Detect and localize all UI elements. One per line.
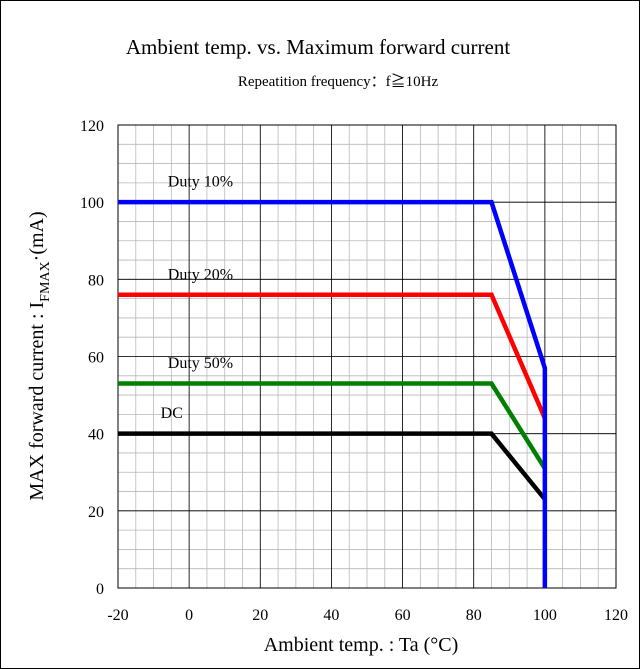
- series-label-dc: DC: [161, 405, 183, 422]
- series-line-duty-10: [118, 199, 548, 588]
- y-tick-label: 40: [88, 427, 104, 444]
- series-labels: Duty 10% Duty 20% Duty 50% DC: [161, 174, 233, 423]
- series-label-duty-50: Duty 50%: [168, 355, 233, 372]
- x-axis-label: Ambient temp. : Ta (°C): [264, 634, 459, 656]
- y-tick-label: 60: [88, 350, 104, 367]
- x-tick-label: -20: [107, 607, 128, 624]
- x-tick-label: 60: [395, 607, 411, 624]
- y-tick-label: 20: [88, 504, 104, 521]
- chart-title: Ambient temp. vs. Maximum forward curren…: [126, 35, 510, 59]
- chart-subtitle: Repeatition frequency：f≧10Hz: [238, 73, 439, 90]
- y-tick-label: 120: [80, 118, 104, 135]
- plot-area-border: [117, 124, 617, 589]
- y-tick-label: 100: [80, 195, 104, 212]
- y-axis-label-prefix: MAX forward current : I: [26, 302, 48, 501]
- x-tick-label: 20: [252, 607, 268, 624]
- x-tick-label: 100: [533, 607, 557, 624]
- y-axis-label-subscript: FMAX: [38, 261, 53, 301]
- y-tick-labels: 0 20 40 60 80 100 120: [80, 118, 104, 598]
- x-tick-label: 40: [323, 607, 339, 624]
- series-line-duty-50: [118, 381, 547, 470]
- y-tick-label: 0: [96, 581, 104, 598]
- x-tick-label: 120: [604, 607, 628, 624]
- x-tick-label: 80: [466, 607, 482, 624]
- series-label-duty-20: Duty 20%: [168, 266, 233, 283]
- series-label-duty-10: Duty 10%: [168, 174, 233, 191]
- y-axis-label: MAX forward current : IFMAX·(mA): [26, 211, 53, 500]
- data-series: [118, 199, 548, 588]
- series-line-duty-20: [118, 292, 547, 420]
- y-tick-label: 80: [88, 272, 104, 289]
- x-tick-label: 0: [185, 607, 193, 624]
- series-line-dc: [118, 431, 547, 501]
- x-tick-labels: -20 0 20 40 60 80 100 120: [107, 607, 628, 624]
- y-axis-label-suffix: ·(mA): [26, 211, 48, 261]
